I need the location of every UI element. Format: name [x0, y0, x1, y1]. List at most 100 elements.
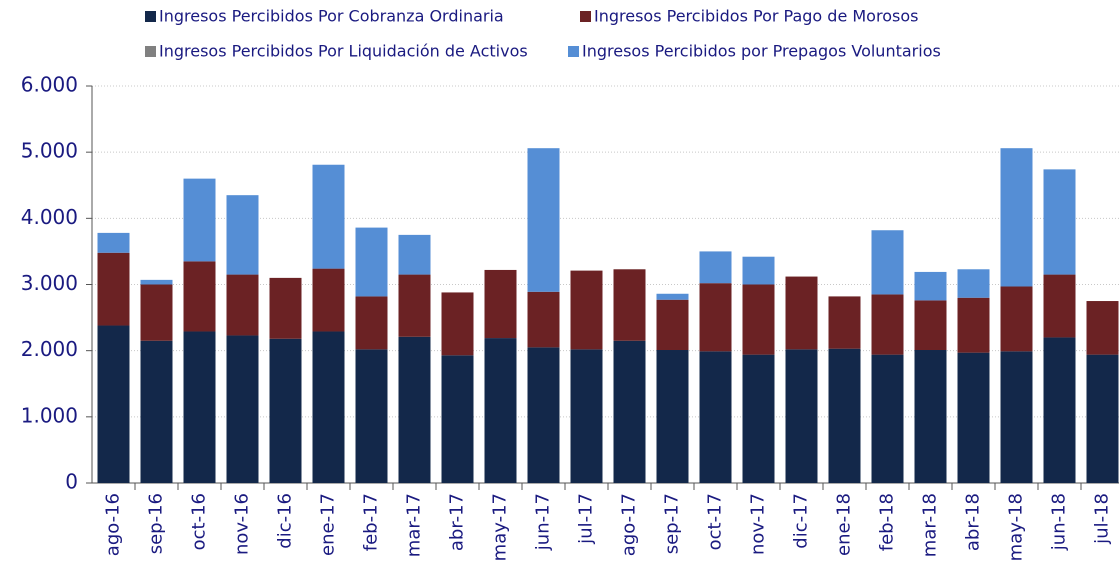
bar-segment [226, 195, 259, 275]
bar-segment [1000, 148, 1033, 287]
bar-segment [699, 251, 732, 284]
bar-segment [312, 331, 345, 483]
legend-label: Ingresos Percibidos Por Pago de Morosos [594, 7, 918, 26]
bar-segment [183, 261, 216, 332]
bar-segment [355, 227, 388, 297]
x-tick-label: nov-17 [748, 493, 769, 555]
x-tick-label: feb-17 [361, 493, 382, 551]
bar-segment [1086, 301, 1119, 355]
x-tick-label: oct-17 [705, 493, 726, 550]
bar-segment [527, 291, 560, 348]
bar-segment [742, 256, 775, 285]
bar-segment [226, 335, 259, 483]
bar-segment [97, 325, 130, 483]
bar-segment [570, 349, 603, 483]
bar-segment [785, 276, 818, 350]
legend-label: Ingresos Percibidos Por Liquidación de A… [159, 42, 528, 61]
x-tick-label: jul-18 [1092, 493, 1113, 545]
bar-segment [312, 164, 345, 269]
bar-segment [914, 350, 947, 483]
bar-segment [570, 270, 603, 350]
x-tick-label: may-17 [490, 493, 511, 561]
x-tick-label: abr-18 [963, 493, 984, 551]
bar-segment [613, 269, 646, 341]
x-tick-label: dic-17 [791, 493, 812, 549]
bar-segment [441, 292, 474, 356]
x-tick-label: may-18 [1006, 493, 1027, 561]
bar-segment [1086, 354, 1119, 483]
bar-segment [957, 352, 990, 483]
bar-segment [484, 269, 517, 339]
bar-segment [269, 338, 302, 483]
bar-segment [871, 354, 904, 483]
x-tick-label: nov-16 [232, 493, 253, 555]
x-tick-label: ago-17 [619, 493, 640, 556]
bar-segment [1043, 274, 1076, 338]
y-tick-label: 3.000 [21, 271, 78, 295]
x-tick-label: abr-17 [447, 493, 468, 551]
bar-segment [398, 234, 431, 275]
legend-swatch [580, 11, 591, 22]
bar-segment [871, 230, 904, 295]
legend-label: Ingresos Percibidos por Prepagos Volunta… [582, 42, 941, 61]
bar-segment [1000, 286, 1033, 352]
y-tick-label: 2.000 [21, 337, 78, 361]
y-tick-label: 4.000 [21, 205, 78, 229]
x-tick-label: mar-18 [920, 493, 941, 557]
bar-segment [312, 268, 345, 332]
bar-segment [957, 269, 990, 298]
bar-segment [742, 284, 775, 355]
x-tick-label: sep-17 [662, 493, 683, 554]
bar-segment [398, 336, 431, 483]
bar-segment [871, 294, 904, 355]
bar-segment [828, 296, 861, 349]
bar-segment [785, 349, 818, 483]
bar-segment [1000, 351, 1033, 483]
bar-segment [226, 274, 259, 336]
x-tick-label: feb-18 [877, 493, 898, 551]
bar-segment [484, 338, 517, 483]
bar-segment [656, 293, 689, 300]
x-tick-label: ene-17 [318, 493, 339, 556]
bar-segment [140, 340, 173, 483]
bar-segment [914, 271, 947, 301]
bar-segment [527, 148, 560, 292]
bar-segment [398, 274, 431, 337]
x-tick-label: ago-16 [103, 493, 124, 556]
bar-segment [656, 299, 689, 351]
bar-segment [355, 349, 388, 483]
x-tick-label: oct-16 [189, 493, 210, 550]
x-tick-label: sep-16 [146, 493, 167, 554]
bar-segment [699, 283, 732, 352]
bar-segment [140, 284, 173, 341]
x-tick-label: jul-17 [576, 493, 597, 545]
bar-segment [140, 279, 173, 285]
legend-swatch [568, 46, 579, 57]
bar-segment [527, 347, 560, 483]
bar-segment [269, 277, 302, 339]
x-tick-label: mar-17 [404, 493, 425, 557]
bar-segment [742, 354, 775, 483]
x-tick-label: ene-18 [834, 493, 855, 556]
bar-segment [1043, 337, 1076, 483]
bar-segment [97, 232, 130, 253]
legend-label: Ingresos Percibidos Por Cobranza Ordinar… [159, 7, 504, 26]
bar-segment [183, 331, 216, 483]
y-tick-label: 5.000 [21, 139, 78, 163]
x-tick-label: jun-18 [1049, 493, 1070, 551]
y-tick-label: 6.000 [21, 73, 78, 97]
x-tick-label: jun-17 [533, 493, 554, 551]
legend-swatch [145, 11, 156, 22]
bar-segment [957, 297, 990, 353]
bar-segment [699, 351, 732, 483]
bar-segment [828, 348, 861, 483]
bar-segment [914, 300, 947, 351]
bar-segment [656, 350, 689, 483]
bar-segment [355, 296, 388, 350]
bar-segment [97, 252, 130, 326]
y-tick-label: 0 [65, 470, 78, 494]
y-tick-label: 1.000 [21, 403, 78, 427]
bar-segment [183, 178, 216, 262]
bar-segment [441, 355, 474, 483]
